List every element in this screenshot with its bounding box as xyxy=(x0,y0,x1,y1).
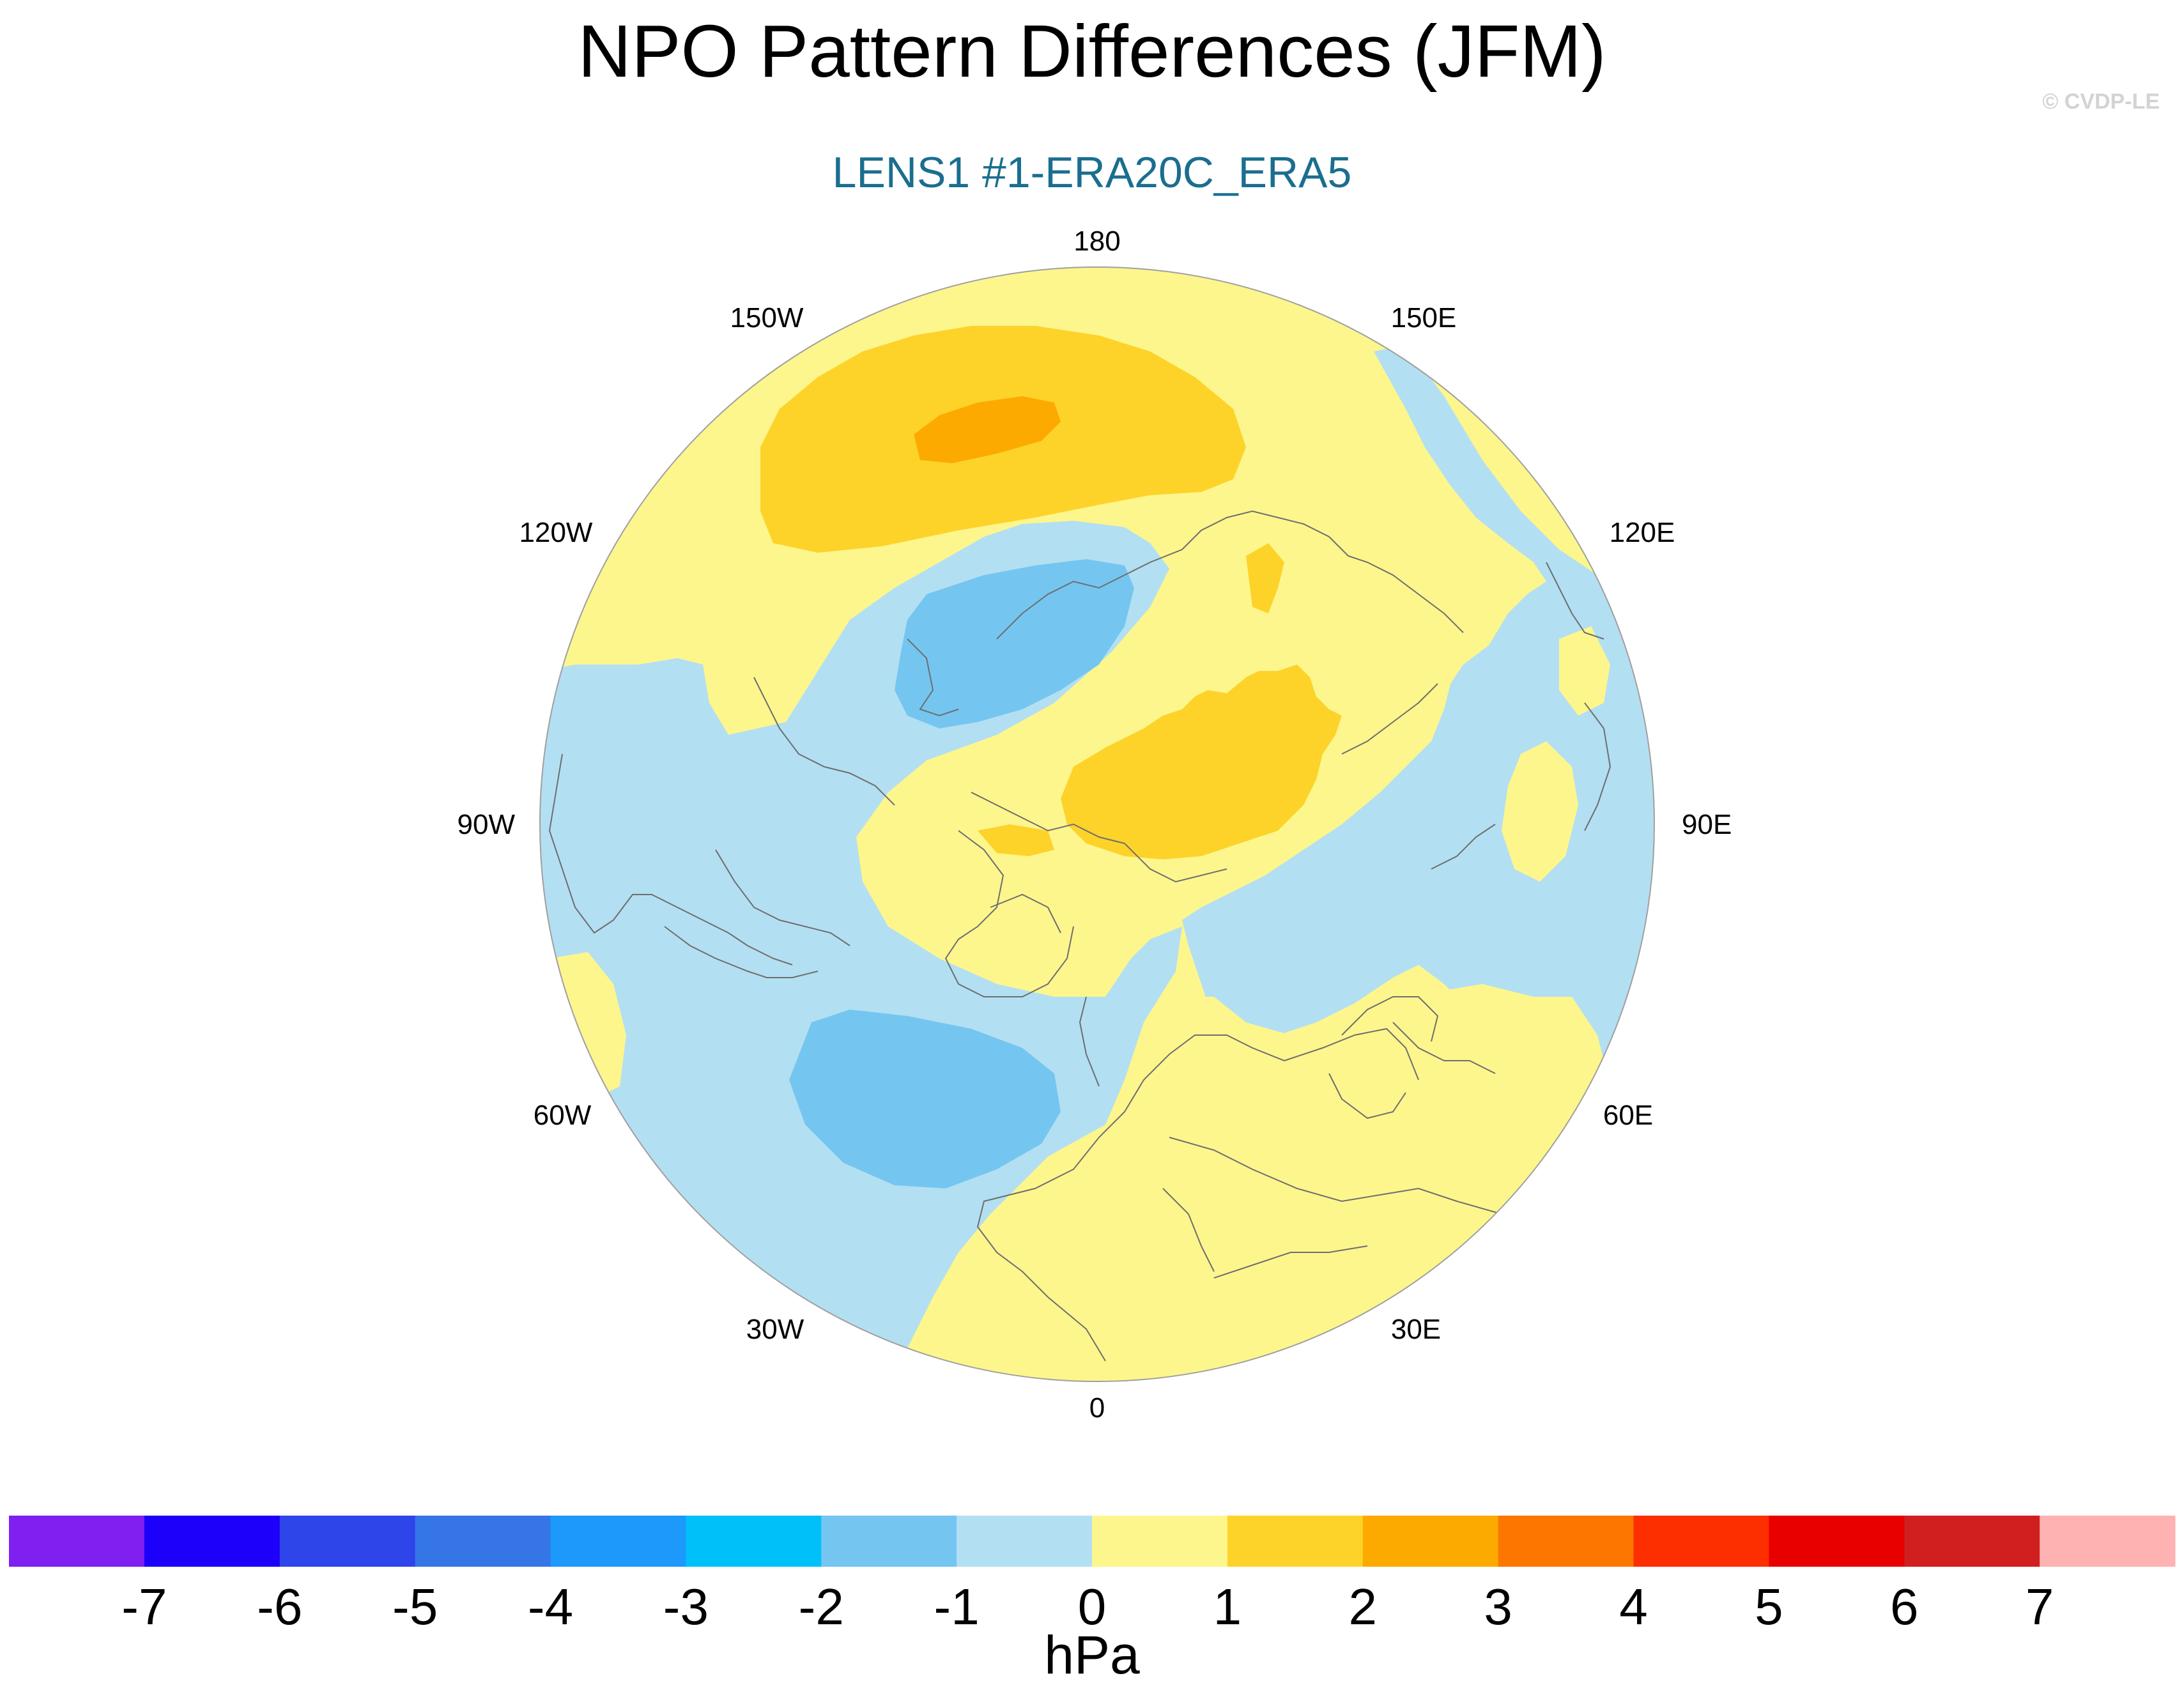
field-pos2-pacific-core xyxy=(914,396,1061,463)
field-neg2-atlantic xyxy=(789,1010,1061,1188)
colorbar-box xyxy=(1769,1516,1905,1567)
colorbar-tick-label: 6 xyxy=(1890,1578,1919,1629)
lon-label-60e: 60E xyxy=(1603,1100,1653,1131)
colorbar-tick-label: -7 xyxy=(121,1578,167,1629)
colorbar: -7 -6 -5 -4 -3 -2 -1 0 1 2 3 4 5 6 7 xyxy=(9,1516,2176,1629)
lon-label-30w: 30W xyxy=(746,1314,804,1345)
field-pos1-siberia xyxy=(1061,665,1342,859)
colorbar-box xyxy=(2040,1516,2176,1567)
longitude-labels: 180 150E 120E 90E 60E 30E 0 30W 60W 90W … xyxy=(458,226,1732,1424)
colorbar-box xyxy=(1362,1516,1499,1567)
colorbar-box xyxy=(1633,1516,1769,1567)
colorbar-box xyxy=(1904,1516,2040,1567)
field-pos1-siberia-b xyxy=(978,824,1054,856)
field-neg1-west xyxy=(540,521,1182,1381)
chart-title: NPO Pattern Differences (JFM) xyxy=(578,10,1606,93)
colorbar-tick-label: -2 xyxy=(799,1578,844,1629)
copyright-label: © CVDP-LE xyxy=(2042,89,2160,114)
colorbar-box xyxy=(821,1516,957,1567)
colorbar-box xyxy=(1227,1516,1364,1567)
colorbar-box xyxy=(279,1516,416,1567)
field-pos1-siberia-c xyxy=(1246,543,1284,613)
field-pos0-east-patch-b xyxy=(1559,626,1610,716)
field-neg1-east xyxy=(1182,345,1654,1112)
colorbar-box xyxy=(686,1516,822,1567)
colorbar-tick-label: -5 xyxy=(392,1578,438,1629)
colorbar-box xyxy=(144,1516,281,1567)
colorbar-boxes xyxy=(9,1516,2176,1567)
colorbar-tick-label: -4 xyxy=(528,1578,573,1629)
colorbar-tick-label: 5 xyxy=(1755,1578,1783,1629)
colorbar-tick-label: -6 xyxy=(257,1578,302,1629)
lon-label-90w: 90W xyxy=(458,809,516,840)
colorbar-ticks: -7 -6 -5 -4 -3 -2 -1 0 1 2 3 4 5 6 7 xyxy=(121,1578,2054,1629)
colorbar-tick-label: 0 xyxy=(1078,1578,1107,1629)
colorbar-box xyxy=(1498,1516,1634,1567)
field-neg2-bering xyxy=(895,559,1134,728)
lon-label-90e: 90E xyxy=(1682,809,1732,840)
colorbar-box xyxy=(415,1516,551,1567)
chart-subtitle: LENS1 #1-ERA20C_ERA5 xyxy=(832,148,1352,197)
colorbar-tick-label: -3 xyxy=(663,1578,709,1629)
colorbar-tick-label: 1 xyxy=(1213,1578,1242,1629)
lon-label-180: 180 xyxy=(1073,226,1120,257)
colorbar-tick-label: 2 xyxy=(1349,1578,1378,1629)
lon-label-30e: 30E xyxy=(1391,1314,1441,1345)
lon-label-120e: 120E xyxy=(1610,517,1675,548)
map-boundary xyxy=(539,266,1655,1382)
colorbar-tick-label: 7 xyxy=(2026,1578,2054,1629)
colorbar-units: hPa xyxy=(1044,1625,1140,1685)
colorbar-tick-label: 3 xyxy=(1484,1578,1512,1629)
colorbar-box xyxy=(1092,1516,1228,1567)
map-fill-layer xyxy=(540,267,1654,1381)
polar-map: 180 150E 120E 90E 60E 30E 0 30W 60W 90W … xyxy=(458,226,1732,1424)
colorbar-tick-label: -1 xyxy=(934,1578,980,1629)
lon-label-150w: 150W xyxy=(730,302,804,334)
field-pos0-europe xyxy=(1125,984,1610,1214)
lon-label-150e: 150E xyxy=(1391,302,1457,334)
colorbar-box xyxy=(957,1516,1093,1567)
lon-label-120w: 120W xyxy=(519,517,593,548)
field-pos0-east-patch-a xyxy=(1502,741,1578,882)
colorbar-tick-label: 4 xyxy=(1619,1578,1648,1629)
lon-label-60w: 60W xyxy=(534,1100,592,1131)
colorbar-box xyxy=(9,1516,145,1567)
lon-label-0: 0 xyxy=(1089,1392,1105,1424)
coastlines xyxy=(548,510,1611,1362)
colorbar-box xyxy=(550,1516,686,1567)
